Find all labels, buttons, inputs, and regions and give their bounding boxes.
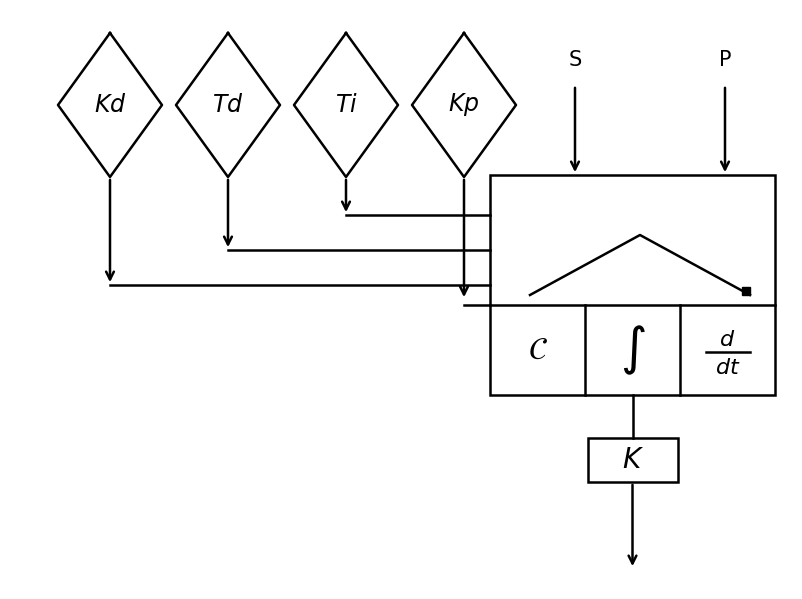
Text: $d$: $d$ bbox=[719, 330, 735, 350]
Text: $\it{Kp}$: $\it{Kp}$ bbox=[448, 92, 480, 119]
Text: $\int$: $\int$ bbox=[620, 323, 646, 377]
Text: $\it{Ti}$: $\it{Ti}$ bbox=[334, 93, 358, 117]
Bar bbox=[588, 438, 678, 482]
Text: P: P bbox=[719, 50, 731, 70]
Text: $dt$: $dt$ bbox=[715, 358, 740, 378]
Text: $\mathcal{C}$: $\mathcal{C}$ bbox=[528, 335, 548, 365]
Text: $K$: $K$ bbox=[622, 446, 644, 474]
Bar bbox=[490, 175, 775, 395]
Bar bbox=[742, 287, 750, 295]
Text: $\it{Kd}$: $\it{Kd}$ bbox=[94, 93, 126, 117]
Text: S: S bbox=[569, 50, 581, 70]
Text: $\it{Td}$: $\it{Td}$ bbox=[213, 93, 244, 117]
